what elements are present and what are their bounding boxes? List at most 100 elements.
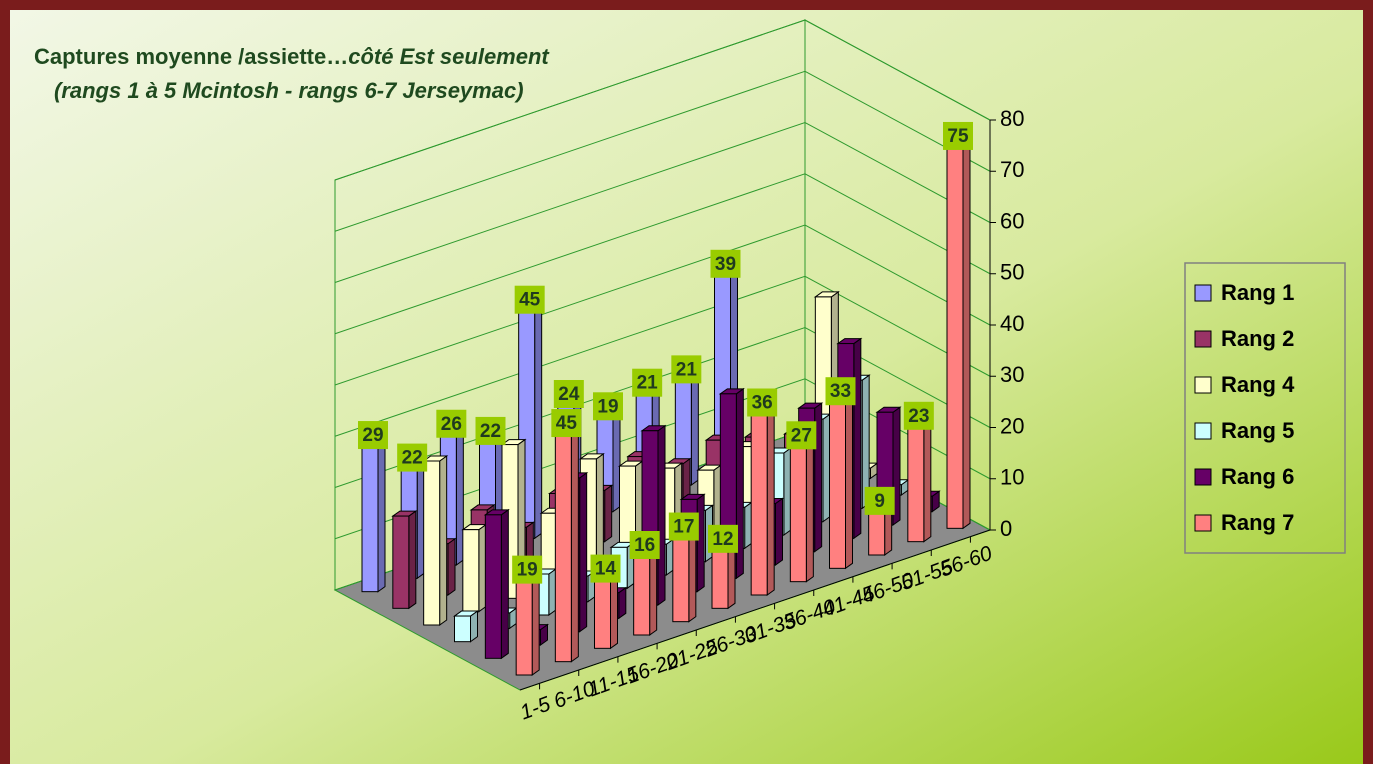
bar-side-shade	[776, 499, 783, 566]
bar	[830, 394, 853, 568]
data-label: 22	[480, 421, 501, 442]
bar	[516, 573, 539, 675]
bar-front	[463, 530, 479, 612]
bar-front	[751, 411, 767, 596]
bar-side-shade	[501, 510, 508, 658]
legend-swatch	[1195, 515, 1211, 531]
data-label-group: 17	[669, 513, 699, 541]
bar	[393, 511, 416, 608]
data-label-group: 22	[397, 444, 427, 472]
legend-swatch	[1195, 285, 1211, 301]
title-main: Captures moyenne /assiette…	[34, 44, 348, 69]
bar-side-shade	[823, 414, 830, 521]
bar-side-shade	[605, 485, 612, 541]
legend-swatch	[1195, 331, 1211, 347]
bar	[790, 438, 813, 581]
y-tick-label: 50	[1000, 260, 1024, 285]
bar-front	[393, 516, 409, 608]
bar-side-shade	[580, 473, 587, 632]
bar-side-shade	[571, 426, 578, 662]
bar	[751, 406, 774, 596]
data-label-group: 45	[551, 409, 581, 437]
bar-side-shade	[409, 511, 416, 608]
bar-front	[516, 578, 532, 675]
data-label: 12	[712, 529, 733, 550]
y-tick-label: 20	[1000, 413, 1024, 438]
bar-side-shade	[697, 494, 704, 591]
data-label-group: 36	[747, 389, 777, 417]
bar-side-shade	[963, 139, 970, 528]
bar	[555, 426, 578, 662]
bar-side-shade	[549, 569, 556, 615]
data-label: 29	[362, 425, 383, 446]
data-label-group: 12	[708, 525, 738, 553]
data-label: 14	[595, 559, 617, 580]
bar-side-shade	[535, 303, 542, 539]
data-label: 19	[597, 396, 618, 417]
y-tick-label: 40	[1000, 311, 1024, 336]
data-label-group: 14	[591, 555, 621, 583]
legend-label: Rang 2	[1221, 326, 1294, 351]
bar-front	[555, 431, 571, 662]
bar-front	[830, 399, 846, 568]
data-label-group: 29	[358, 421, 388, 449]
data-label: 9	[874, 491, 885, 512]
y-tick-label: 10	[1000, 465, 1024, 490]
bar	[634, 548, 657, 635]
data-label: 26	[441, 414, 462, 435]
bar	[362, 438, 385, 592]
data-label: 22	[402, 448, 423, 469]
bar-side-shade	[650, 548, 657, 635]
bar-side-shade	[378, 438, 385, 592]
y-tick-label: 30	[1000, 362, 1024, 387]
bar-front	[595, 577, 611, 649]
bar	[463, 525, 486, 612]
data-label-group: 75	[943, 122, 973, 150]
bar-front	[908, 424, 924, 542]
data-label: 27	[791, 425, 812, 446]
bar-front	[455, 616, 471, 642]
y-tick-label: 80	[1000, 106, 1024, 131]
bar-front	[790, 443, 806, 581]
bar-side-shade	[691, 372, 698, 485]
legend-label: Rang 7	[1221, 510, 1294, 535]
legend-swatch	[1195, 377, 1211, 393]
bar	[908, 419, 931, 542]
bar-front	[712, 547, 728, 609]
data-label: 16	[634, 535, 655, 556]
bar-side-shade	[611, 572, 618, 649]
data-label: 33	[830, 381, 851, 402]
bar	[595, 572, 618, 649]
data-label: 45	[556, 413, 578, 434]
chart: Captures moyenne /assiette…côté Est seul…	[10, 10, 1363, 764]
data-label-group: 19	[512, 556, 542, 584]
bar	[485, 510, 508, 659]
bar-side-shade	[448, 539, 455, 595]
bar	[424, 456, 447, 625]
legend-label: Rang 1	[1221, 280, 1294, 305]
bar-front	[424, 461, 440, 625]
slide: Captures moyenne /assiette…côté Est seul…	[0, 0, 1373, 764]
legend-swatch	[1195, 423, 1211, 439]
bar-side-shade	[456, 427, 463, 565]
data-label-group: 9	[865, 487, 895, 515]
bar-front	[947, 144, 963, 528]
data-label: 36	[752, 393, 773, 414]
legend-label: Rang 5	[1221, 418, 1294, 443]
data-label-group: 21	[632, 369, 662, 397]
data-label-group: 45	[515, 286, 545, 314]
data-label: 23	[908, 406, 929, 427]
data-label: 21	[676, 359, 698, 380]
data-label: 39	[715, 254, 736, 275]
data-label: 21	[637, 373, 659, 394]
data-label-group: 26	[436, 410, 466, 438]
bar	[673, 530, 696, 622]
bar-side-shade	[806, 438, 813, 581]
bar-side-shade	[854, 339, 861, 539]
data-label: 19	[517, 560, 538, 581]
data-label-group: 33	[826, 377, 856, 405]
bar-side-shade	[666, 539, 673, 575]
bar-side-shade	[846, 394, 853, 568]
data-label-group: 19	[593, 392, 623, 420]
bar-side-shade	[440, 456, 447, 625]
